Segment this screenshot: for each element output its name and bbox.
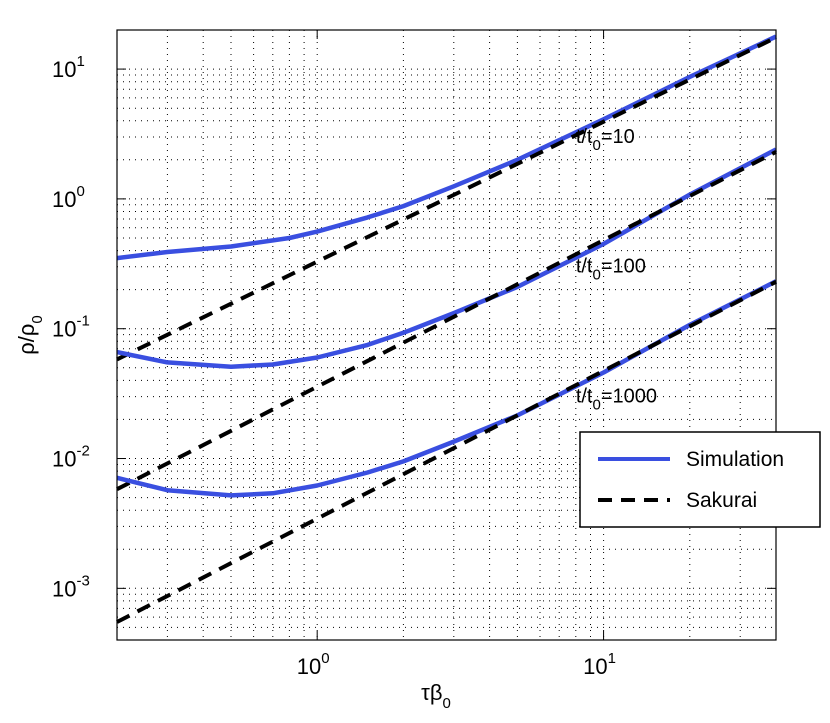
x-tick-label: 101 xyxy=(583,650,616,679)
curve-annotation-prefix: t/t xyxy=(576,126,593,148)
y-tick-label: 10-1 xyxy=(52,313,90,342)
y-tick-label-base: 10 xyxy=(52,576,76,601)
y-tick-label: 10-2 xyxy=(52,443,90,472)
curve-annotation-prefix: t/t xyxy=(576,386,593,408)
simulation-line-t-t0-10 xyxy=(116,34,777,261)
y-tick-label-base: 10 xyxy=(52,187,76,212)
x-tick-label-exp: 1 xyxy=(608,650,616,667)
legend-sakurai-label: Sakurai xyxy=(686,489,757,512)
curve-annotation-value: =100 xyxy=(601,256,646,278)
y-axis-label: ρ/ρ0 xyxy=(14,315,46,355)
y-tick-label-exp: 0 xyxy=(76,183,84,200)
x-axis-label-sub: 0 xyxy=(443,695,451,712)
curve-annotation-sub: 0 xyxy=(592,267,600,284)
curve-annotation-sub: 0 xyxy=(592,397,600,414)
y-axis-label-sub: 0 xyxy=(29,315,46,323)
curve-annotation-prefix: t/t xyxy=(576,256,593,278)
sakurai-line-t-t0-10 xyxy=(116,35,777,362)
curve-annotation-value: =1000 xyxy=(601,386,657,408)
y-tick-label: 101 xyxy=(52,53,85,82)
y-tick-label: 100 xyxy=(52,183,85,212)
simulation-line-t-t0-100 xyxy=(116,147,778,369)
y-axis-label-main: ρ/ρ xyxy=(14,324,39,355)
legend-simulation-label: Simulation xyxy=(686,448,784,471)
x-axis-label: τβ0 xyxy=(421,680,451,712)
y-tick-label-base: 10 xyxy=(52,447,76,472)
plot-background xyxy=(117,30,776,640)
legend: Simulation Sakurai xyxy=(579,431,821,528)
x-tick-label-base: 10 xyxy=(297,654,321,679)
plot-frame xyxy=(116,29,777,641)
y-tick-label-exp: -3 xyxy=(76,572,89,589)
x-axis-label-main: τβ xyxy=(421,680,442,705)
x-tick-label-base: 10 xyxy=(583,654,607,679)
x-tick-label: 100 xyxy=(297,650,330,679)
curve-annotation: t/t0=100 xyxy=(576,256,646,284)
y-tick-label-exp: -1 xyxy=(76,313,89,330)
y-tick-label-exp: -2 xyxy=(76,443,89,460)
sakurai-line-t-t0-100 xyxy=(116,150,777,491)
y-tick-label: 10-3 xyxy=(52,572,90,601)
legend-box xyxy=(579,431,821,528)
curve-annotation: t/t0=10 xyxy=(576,126,635,154)
y-tick-label-exp: 1 xyxy=(76,53,84,70)
y-tick-label-base: 10 xyxy=(52,57,76,82)
curve-annotation-sub: 0 xyxy=(592,137,600,154)
series-layer xyxy=(116,34,778,624)
x-tick-label-exp: 0 xyxy=(321,650,329,667)
curve-annotation: t/t0=1000 xyxy=(576,386,657,414)
curve-annotation-value: =10 xyxy=(601,126,635,148)
sakurai-line-t-t0-1000 xyxy=(116,280,777,624)
y-tick-label-base: 10 xyxy=(52,317,76,342)
